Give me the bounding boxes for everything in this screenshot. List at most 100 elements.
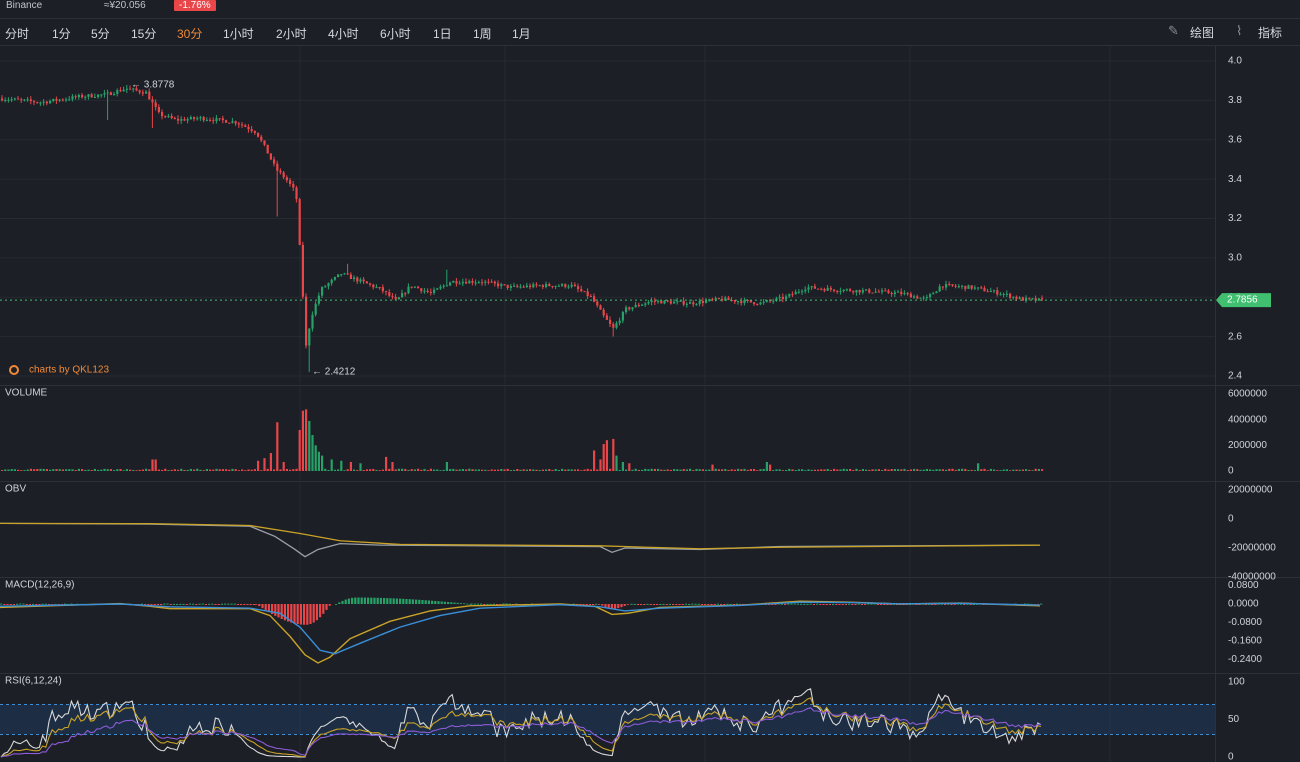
candle-193 — [618, 317, 621, 326]
macd-hist-b-40 — [463, 603, 466, 605]
candle-22 — [71, 94, 74, 102]
volume-bar-289 — [925, 468, 928, 471]
volume-bar-216 — [692, 470, 695, 471]
volume-bar-130 — [417, 468, 420, 471]
candle-162 — [519, 283, 522, 289]
candle-261 — [836, 289, 839, 294]
volume-bar-251 — [804, 470, 807, 471]
candle-85 — [273, 156, 276, 167]
volume-bar-167 — [535, 469, 538, 471]
candle-83 — [266, 144, 269, 154]
period-tab-5[interactable]: 1小时 — [223, 27, 254, 41]
macd-hist-a-4 — [267, 604, 270, 613]
candle-41 — [132, 87, 135, 93]
period-tab-2[interactable]: 5分 — [91, 27, 110, 41]
volume-bar-110 — [353, 469, 356, 471]
macd-hist-c-3 — [607, 604, 610, 609]
candle-291 — [932, 291, 935, 295]
volume-bar-153 — [490, 469, 493, 471]
macd-hist-b-5 — [351, 597, 354, 604]
candle-52 — [167, 113, 170, 118]
candle-200 — [641, 303, 644, 307]
candle-74 — [237, 121, 240, 128]
candle-75 — [241, 122, 244, 129]
volume-bar-92 — [295, 468, 298, 471]
volume-bar-99 — [317, 451, 320, 471]
candle-297 — [951, 283, 954, 287]
volume-bar-67 — [215, 468, 218, 471]
indicator-button[interactable]: 指标 — [1258, 26, 1283, 40]
candle-303 — [970, 285, 973, 291]
period-tab-1[interactable]: 1分 — [52, 27, 71, 41]
volume-bar-68 — [218, 469, 221, 471]
volume-bar-249 — [797, 469, 800, 471]
macd-hist-b-25 — [415, 599, 418, 604]
volume-bar-264 — [845, 469, 848, 471]
volume-bar-297 — [951, 468, 954, 471]
volume-bar-20 — [65, 469, 68, 471]
candle-235 — [753, 302, 756, 306]
period-tab-0[interactable]: 分时 — [5, 27, 30, 41]
volume-bar-283 — [906, 470, 909, 471]
line-chart-icon[interactable]: ⌇ — [1236, 23, 1243, 38]
volume-bar-250 — [801, 469, 804, 471]
candle-79 — [253, 130, 256, 135]
volume-bar-73 — [234, 469, 237, 471]
candle-212 — [679, 300, 682, 302]
volume-bar-316 — [1012, 469, 1015, 471]
period-tab-6[interactable]: 2小时 — [276, 27, 307, 41]
candle-256 — [820, 287, 823, 291]
volume-bar-29 — [93, 468, 96, 471]
candle-221 — [708, 298, 711, 302]
volume-bar-160 — [513, 469, 516, 471]
macd-hist-c-8 — [623, 604, 626, 606]
period-tab-11[interactable]: 1月 — [512, 27, 531, 41]
volume-bar-181 — [580, 470, 583, 471]
volume-bar-290 — [929, 469, 932, 471]
volume-bar-161 — [516, 468, 519, 471]
macd-hist-b-27 — [421, 600, 424, 604]
candle-281 — [900, 288, 903, 297]
candle-124 — [397, 296, 400, 300]
candle-134 — [429, 288, 432, 296]
candle-323 — [1034, 295, 1037, 303]
volume-bar-106 — [340, 460, 343, 471]
volume-bar-144 — [461, 468, 464, 471]
draw-button[interactable]: 绘图 — [1190, 26, 1215, 40]
period-tab-3[interactable]: 15分 — [131, 27, 157, 41]
candle-99 — [317, 292, 320, 306]
candle-91 — [292, 180, 295, 192]
candle-241 — [772, 298, 775, 304]
macd-hist-c-5 — [614, 604, 617, 609]
volume-bar-107 — [343, 470, 346, 471]
volume-bar-108 — [346, 469, 349, 471]
candle-189 — [605, 312, 608, 321]
candle-203 — [650, 297, 653, 306]
candle-104 — [333, 276, 336, 281]
obv-tick-1: 0 — [1228, 514, 1234, 525]
chart-canvas[interactable]: 4.03.83.63.43.23.02.82.62.42.7856← 3.877… — [0, 46, 1300, 762]
macd-hist-b-12 — [373, 597, 376, 604]
candle-198 — [634, 301, 637, 308]
volume-bar-152 — [487, 470, 490, 471]
volume-bar-186 — [596, 469, 599, 471]
candle-164 — [525, 282, 528, 289]
volume-bar-138 — [442, 469, 445, 471]
period-tab-4[interactable]: 30分 — [177, 27, 203, 41]
macd-hist-c-0 — [598, 604, 601, 605]
volume-bar-35 — [113, 470, 116, 471]
candle-283 — [906, 291, 909, 296]
volume-bar-131 — [420, 469, 423, 471]
volume-bar-271 — [868, 469, 871, 471]
pencil-icon[interactable]: ✎ — [1168, 23, 1179, 38]
period-tab-7[interactable]: 4小时 — [328, 27, 359, 41]
volume-bar-50 — [161, 469, 164, 471]
candle-265 — [849, 287, 852, 292]
volume-bar-64 — [205, 468, 208, 471]
volume-bar-13 — [42, 468, 45, 471]
period-tab-9[interactable]: 1日 — [433, 27, 452, 41]
volume-bar-203 — [650, 468, 653, 471]
volume-bar-72 — [231, 468, 234, 471]
period-tab-10[interactable]: 1周 — [473, 27, 492, 41]
period-tab-8[interactable]: 6小时 — [380, 27, 411, 41]
